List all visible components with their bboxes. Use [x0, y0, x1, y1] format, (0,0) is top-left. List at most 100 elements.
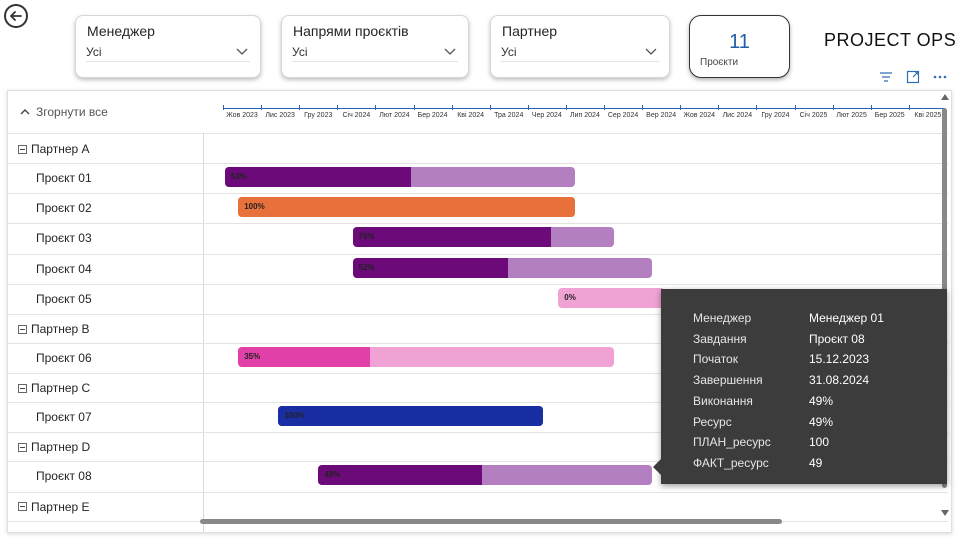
- collapse-all-button[interactable]: Згорнути все: [20, 105, 108, 119]
- row-divider: [8, 343, 948, 344]
- axis-tick: [261, 105, 263, 110]
- collapse-minus-icon[interactable]: [18, 442, 27, 452]
- axis-tick: [680, 105, 682, 110]
- group-label: Партнер E: [31, 499, 90, 514]
- chevron-down-icon: [645, 48, 657, 55]
- row-divider: [8, 432, 948, 434]
- manager-dropdown-value: Усі: [86, 44, 102, 59]
- tooltip-key: Завдання: [693, 331, 747, 346]
- tooltip-value: 100: [809, 435, 830, 450]
- group-row-partner[interactable]: Партнер A: [18, 142, 90, 156]
- gantt-bar-percent: 100%: [284, 411, 305, 421]
- row-divider: [8, 193, 948, 195]
- project-row-label[interactable]: Проєкт 06: [36, 351, 92, 365]
- scroll-up-icon[interactable]: [941, 94, 949, 100]
- gantt-bar-percent: 0%: [564, 292, 576, 302]
- tooltip-value: 49%: [809, 393, 834, 408]
- gantt-bar[interactable]: 100%: [238, 197, 576, 218]
- collapse-minus-icon[interactable]: [18, 324, 27, 334]
- axis-tick: [375, 105, 377, 110]
- gantt-bar[interactable]: 49%: [318, 465, 652, 486]
- partner-slicer-title: Партнер: [502, 23, 558, 39]
- tooltip-key: ФАКТ_ресурс: [693, 455, 769, 470]
- gantt-bar[interactable]: 53%: [224, 167, 576, 187]
- gantt-bar-progress: [224, 167, 411, 187]
- group-label: Партнер A: [31, 142, 90, 156]
- tooltip-key: ПЛАН_ресурс: [693, 435, 771, 450]
- gantt-bar-progress: [238, 197, 576, 218]
- axis-month-label: Лют 2024: [379, 112, 410, 119]
- manager-dropdown[interactable]: Усі: [86, 42, 250, 62]
- chevron-down-icon: [236, 48, 248, 55]
- more-options-icon[interactable]: [932, 70, 948, 84]
- partner-dropdown[interactable]: Усі: [501, 42, 659, 62]
- axis-month-label: Січ 2025: [799, 112, 828, 119]
- axis-tick: [489, 105, 491, 110]
- gantt-bar[interactable]: 100%: [278, 406, 544, 427]
- tooltip-key: Початок: [693, 352, 738, 367]
- axis-month-label: Лют 2025: [836, 112, 867, 119]
- group-row-partner[interactable]: Партнер B: [18, 322, 90, 336]
- gantt-bar-percent: 76%: [358, 232, 375, 242]
- directions-slicer-title: Напрями проєктів: [293, 23, 409, 39]
- gantt-bar[interactable]: 52%: [352, 257, 652, 278]
- collapse-minus-icon[interactable]: [18, 144, 27, 154]
- tooltip-value: 31.08.2024: [809, 373, 870, 388]
- project-row-label[interactable]: Проєкт 04: [36, 261, 92, 276]
- axis-month-label: Кві 2024: [457, 112, 485, 119]
- group-label: Партнер D: [31, 440, 91, 455]
- axis-tick: [299, 105, 301, 110]
- row-divider: [8, 223, 948, 225]
- group-row-partner[interactable]: Партнер E: [18, 500, 90, 514]
- axis-tick: [565, 105, 567, 110]
- filter-icon[interactable]: [878, 70, 894, 84]
- horizontal-scroll-thumb[interactable]: [200, 519, 782, 524]
- axis-month-label: Лип 2024: [570, 112, 600, 119]
- horizontal-scrollbar[interactable]: [8, 517, 938, 527]
- axis-tick: [870, 105, 872, 110]
- tooltip-key: Завершення: [693, 373, 763, 388]
- back-button[interactable]: [4, 4, 28, 28]
- axis-tick: [756, 105, 758, 110]
- collapse-minus-icon[interactable]: [18, 502, 27, 512]
- axis-month-label: Жов 2024: [683, 112, 716, 119]
- gantt-bar-progress: [278, 406, 544, 427]
- tooltip-key: Менеджер: [693, 311, 752, 325]
- tooltip-value: 49: [809, 455, 823, 470]
- group-row-partner[interactable]: Партнер C: [18, 381, 90, 395]
- axis-month-label: Гру 2024: [761, 112, 790, 119]
- project-row-label[interactable]: Проєкт 07: [36, 410, 92, 425]
- row-divider: [8, 253, 948, 255]
- project-row-label[interactable]: Проєкт 05: [36, 291, 92, 306]
- axis-tick: [413, 105, 415, 110]
- gantt-bar-percent: 53%: [230, 172, 247, 181]
- project-row-label[interactable]: Проєкт 01: [36, 171, 92, 185]
- header-divider: [8, 133, 948, 134]
- gantt-bar-percent: 49%: [324, 470, 341, 480]
- axis-tick: [527, 105, 529, 110]
- axis-month-label: Чер 2024: [531, 112, 562, 119]
- axis-month-label: Лис 2024: [722, 112, 753, 119]
- gantt-bar[interactable]: 35%: [238, 347, 614, 367]
- axis-tick: [451, 105, 453, 110]
- group-row-partner[interactable]: Партнер D: [18, 440, 90, 454]
- row-divider: [8, 461, 948, 463]
- gantt-bar[interactable]: 76%: [352, 227, 614, 248]
- collapse-minus-icon[interactable]: [18, 383, 27, 393]
- partner-slicer: Партнер Усі: [490, 15, 670, 78]
- directions-dropdown[interactable]: Усі: [292, 42, 458, 62]
- chevron-down-icon: [444, 48, 456, 55]
- axis-tick: [718, 105, 720, 110]
- gantt-bar[interactable]: 0%: [558, 287, 665, 308]
- project-row-label[interactable]: Проєкт 02: [36, 201, 92, 216]
- axis-month-label: Гру 2023: [304, 112, 333, 119]
- axis-tick: [794, 105, 796, 110]
- group-label: Партнер B: [31, 322, 90, 336]
- axis-month-label: Жов 2023: [226, 112, 258, 119]
- gantt-bar-progress: [352, 227, 551, 248]
- row-divider: [8, 373, 948, 375]
- project-row-label[interactable]: Проєкт 08: [36, 469, 92, 484]
- scroll-down-icon[interactable]: [941, 510, 949, 516]
- focus-mode-icon[interactable]: [905, 70, 921, 84]
- project-row-label[interactable]: Проєкт 03: [36, 231, 92, 246]
